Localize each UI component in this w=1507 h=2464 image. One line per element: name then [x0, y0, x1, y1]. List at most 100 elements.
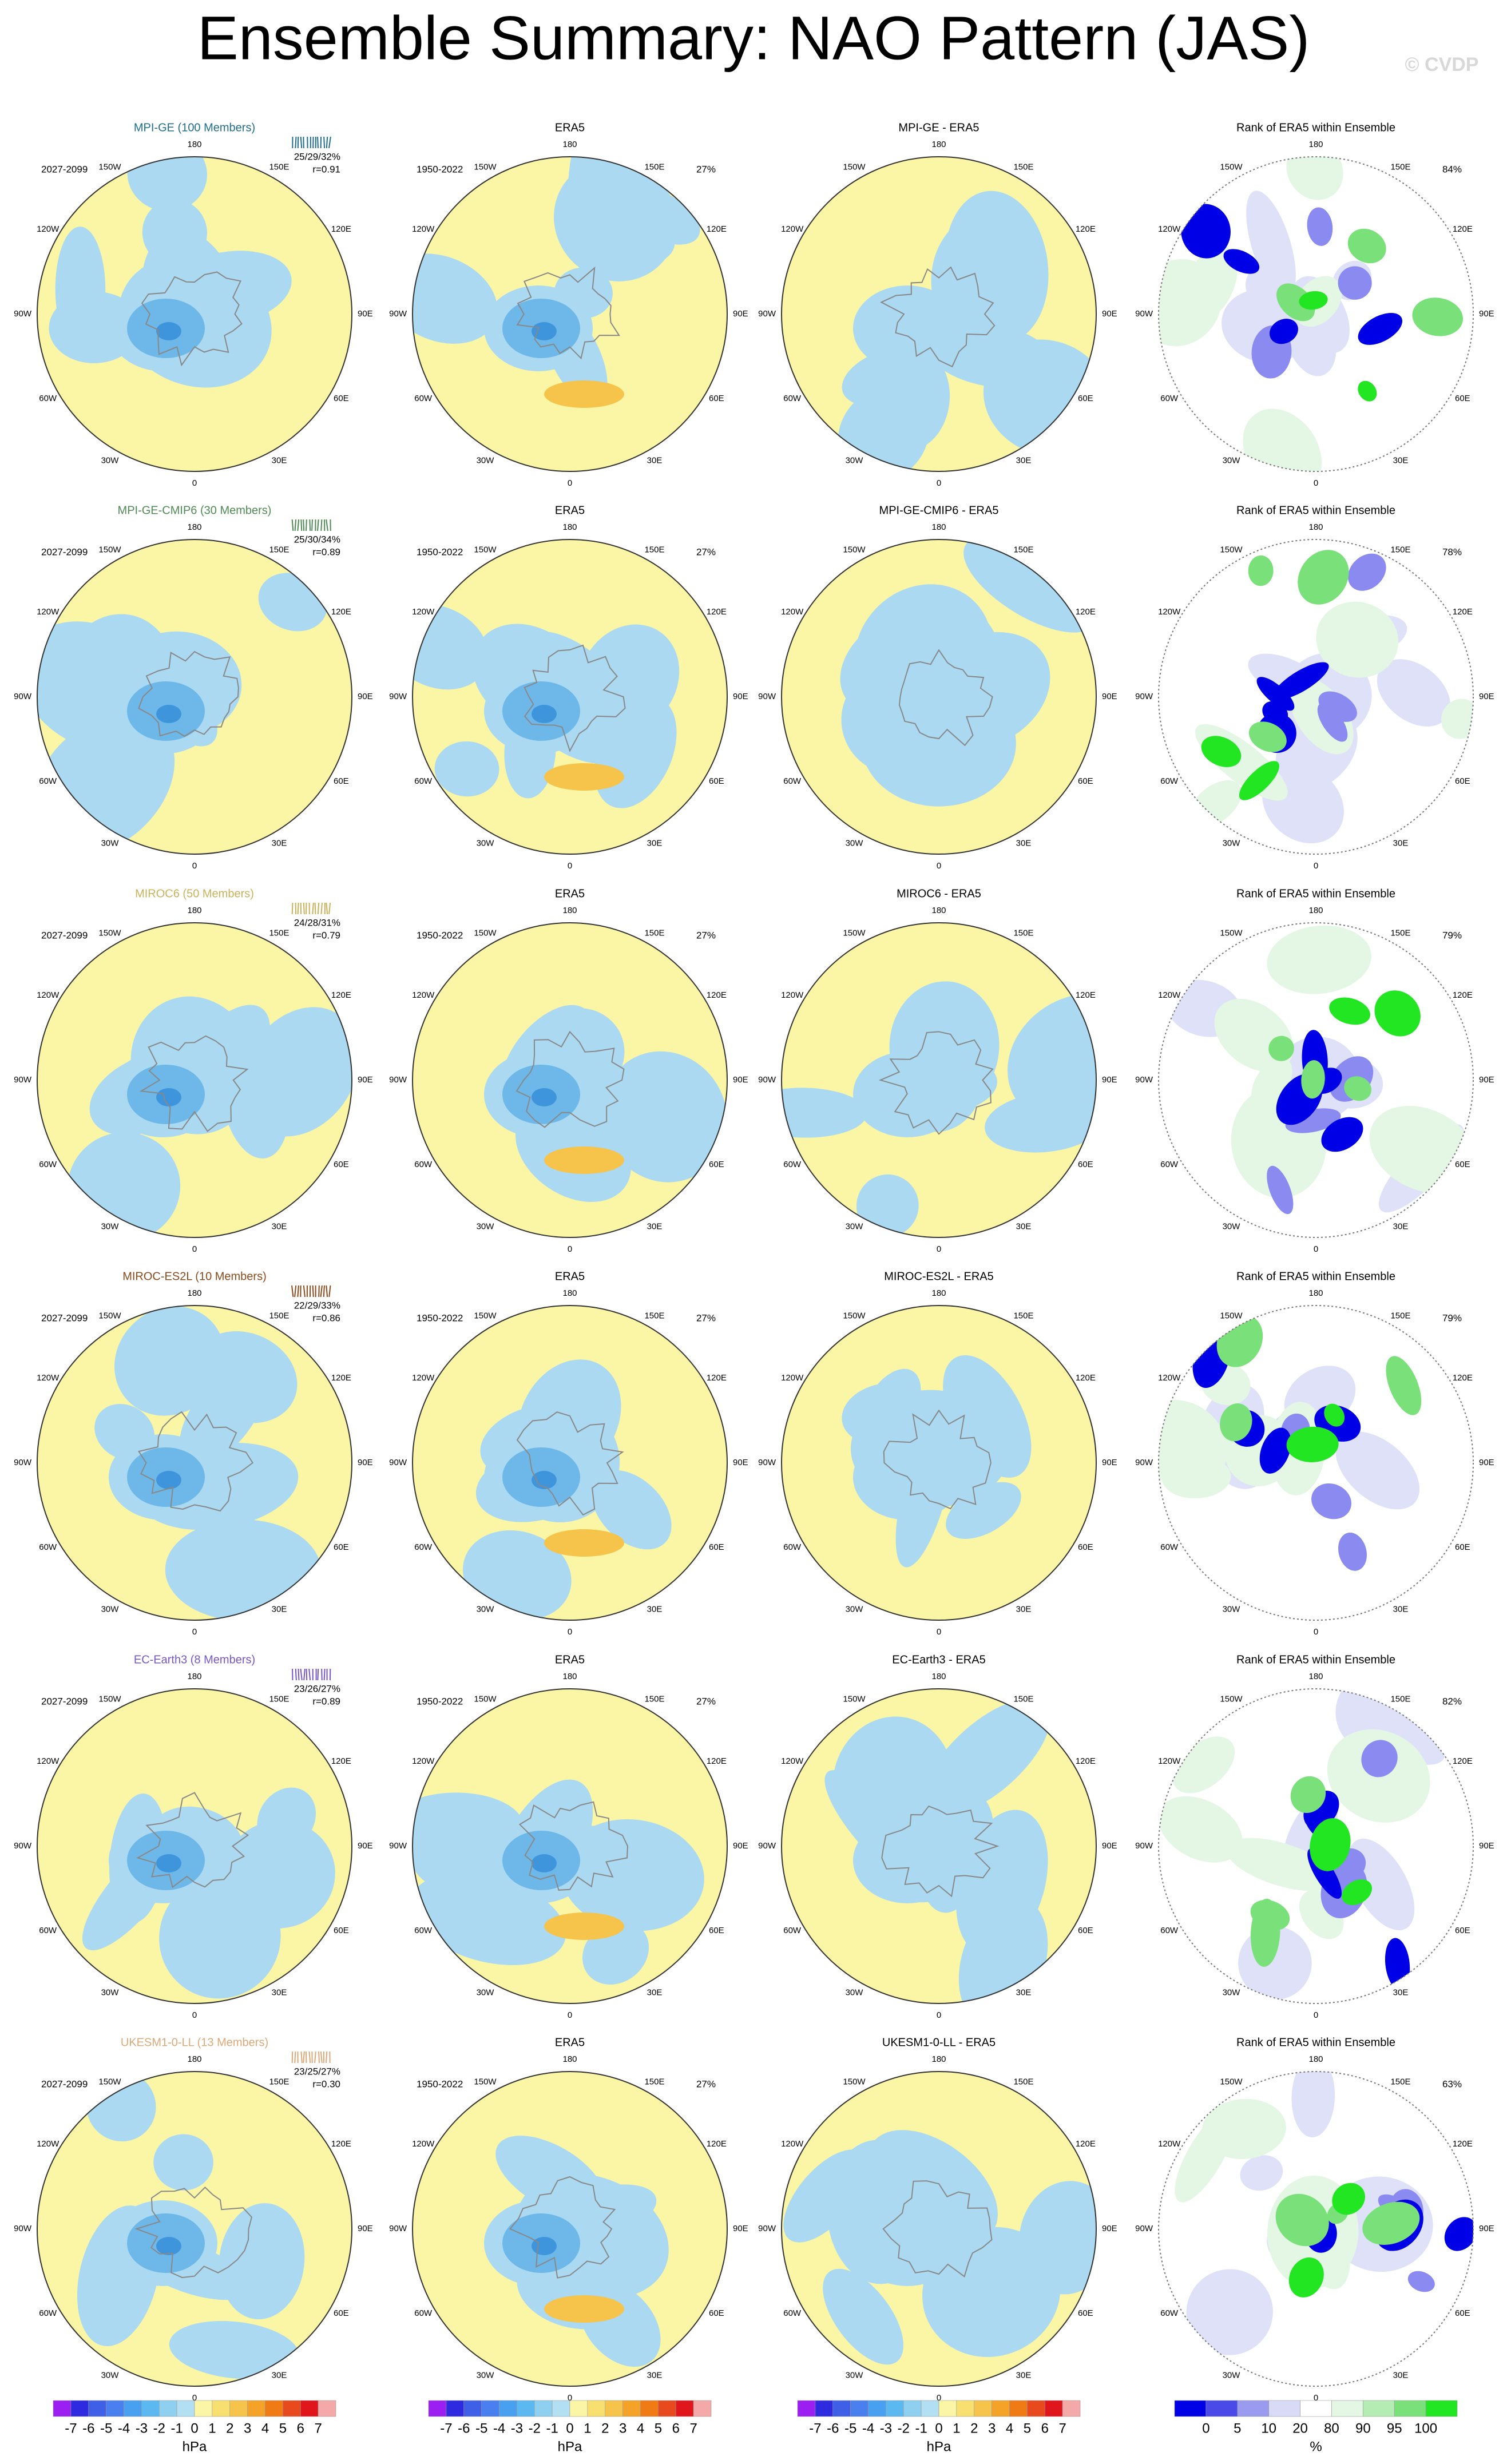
- longitude-label: 150W: [843, 1311, 866, 1321]
- colorbar-label: 3: [619, 2421, 626, 2436]
- colorbar-label: -1: [546, 2421, 558, 2436]
- longitude-label: 60E: [1455, 2308, 1470, 2318]
- pattern-correlation: r=0.30: [312, 2078, 340, 2089]
- panel-title: Rank of ERA5 within Ensemble: [1236, 504, 1395, 517]
- longitude-label: 90E: [1479, 692, 1494, 701]
- pattern-pct: 27%: [696, 1696, 716, 1707]
- field-region: [931, 212, 1043, 349]
- longitude-label: 60W: [39, 1160, 57, 1169]
- period-label: 2027-2099: [41, 930, 88, 941]
- colorbar-box: [868, 2400, 886, 2417]
- longitude-label: 0: [568, 478, 572, 488]
- longitude-label: 180: [931, 522, 946, 532]
- coastline: [881, 1805, 1000, 1898]
- longitude-label: 90E: [1479, 1458, 1494, 1467]
- member-tick: [326, 1285, 328, 1298]
- polar-map: [37, 157, 352, 471]
- longitude-label: 30E: [1016, 455, 1032, 465]
- low-pressure-core: [532, 1088, 557, 1106]
- longitude-label: 90E: [358, 1075, 373, 1085]
- longitude-label: 60E: [709, 1926, 724, 1935]
- colorbar-box: [850, 2400, 868, 2417]
- longitude-label: 0: [937, 478, 941, 488]
- longitude-label: 90W: [758, 1075, 776, 1085]
- field-region: [413, 253, 498, 344]
- member-tick: [291, 902, 294, 915]
- longitude-label: 90E: [733, 692, 748, 701]
- colorbar-label: -7: [65, 2421, 77, 2436]
- polar-map: [1159, 157, 1473, 471]
- longitude-label: 120E: [707, 224, 727, 234]
- longitude-label: 150E: [644, 2077, 664, 2087]
- longitude-label: 120E: [1076, 1373, 1096, 1383]
- member-tick: [297, 902, 299, 915]
- panel-title: MIROC-ES2L - ERA5: [884, 1270, 994, 1283]
- longitude-label: 90W: [389, 1841, 407, 1851]
- rank-pct: 84%: [1442, 164, 1462, 174]
- longitude-label: 0: [937, 1244, 941, 1254]
- field-region: [413, 1799, 506, 1891]
- low-pressure-core: [532, 1471, 557, 1489]
- colorbar-box: [974, 2400, 992, 2417]
- map-border: [412, 922, 728, 1238]
- polar-map: [782, 923, 1096, 1237]
- longitude-label: 90W: [1135, 1458, 1153, 1467]
- longitude-label: 90W: [1135, 309, 1153, 319]
- coastline: [139, 1035, 249, 1132]
- longitude-label: 60E: [1455, 1160, 1470, 1169]
- longitude-label: 30E: [272, 1221, 287, 1231]
- colorbar-box: [1205, 2400, 1238, 2417]
- field-region: [1220, 1403, 1252, 1442]
- field-region: [219, 2203, 305, 2320]
- longitude-label: 90E: [1479, 1841, 1494, 1851]
- longitude-label: 0: [568, 2393, 572, 2403]
- member-tick: [303, 2051, 305, 2064]
- colorbar-label: 6: [672, 2421, 680, 2436]
- field-region: [127, 157, 208, 212]
- panel-title: UKESM1-0-LL - ERA5: [882, 2036, 996, 2049]
- colorbar-label: -3: [511, 2421, 523, 2436]
- high-pressure-core: [544, 1913, 624, 1940]
- longitude-label: 120W: [1158, 1373, 1181, 1383]
- colorbar-box: [300, 2400, 319, 2417]
- longitude-label: 60E: [709, 394, 724, 403]
- longitude-label: 90W: [758, 1458, 776, 1467]
- longitude-label: 60W: [414, 1926, 433, 1935]
- colorbar-box: [1331, 2400, 1363, 2417]
- field-region: [153, 2134, 213, 2191]
- longitude-label: 60W: [39, 394, 57, 403]
- member-tick: [320, 902, 323, 915]
- member-tick: [312, 902, 314, 915]
- longitude-label: 0: [1314, 2010, 1318, 2020]
- longitude-label: 120W: [781, 2139, 804, 2149]
- longitude-label: 150E: [269, 2077, 289, 2087]
- longitude-label: 60W: [39, 1542, 57, 1552]
- high-pressure-core: [544, 1529, 624, 1557]
- colorbar-box: [552, 2400, 570, 2417]
- panel-title: Rank of ERA5 within Ensemble: [1236, 2036, 1395, 2049]
- colorbar-label: -3: [136, 2421, 148, 2436]
- low-pressure-core: [156, 1854, 181, 1872]
- longitude-label: 150W: [474, 545, 497, 555]
- pattern-correlation: r=0.89: [312, 546, 340, 557]
- colorbar-box: [463, 2400, 482, 2417]
- panel-title: MIROC-ES2L (10 Members): [122, 1270, 267, 1283]
- longitude-label: 60E: [709, 1160, 724, 1169]
- longitude-label: 120E: [1453, 607, 1473, 617]
- longitude-label: 150W: [1220, 2077, 1243, 2087]
- longitude-label: 60W: [39, 776, 57, 786]
- longitude-label: 120W: [781, 1373, 804, 1383]
- map-border: [37, 2071, 352, 2387]
- longitude-label: 30E: [1016, 2370, 1032, 2380]
- field-region: [1358, 313, 1403, 345]
- longitude-label: 120E: [1453, 1756, 1473, 1766]
- longitude-label: 30W: [477, 838, 495, 848]
- longitude-label: 120W: [412, 1756, 435, 1766]
- longitude-label: 120W: [781, 990, 804, 1000]
- colorbar-label: 80: [1324, 2421, 1339, 2436]
- colorbar-box: [815, 2400, 834, 2417]
- longitude-label: 120W: [1158, 2139, 1181, 2149]
- longitude-label: 120W: [412, 607, 435, 617]
- colorbar-label: -7: [809, 2421, 821, 2436]
- field-region: [413, 604, 489, 690]
